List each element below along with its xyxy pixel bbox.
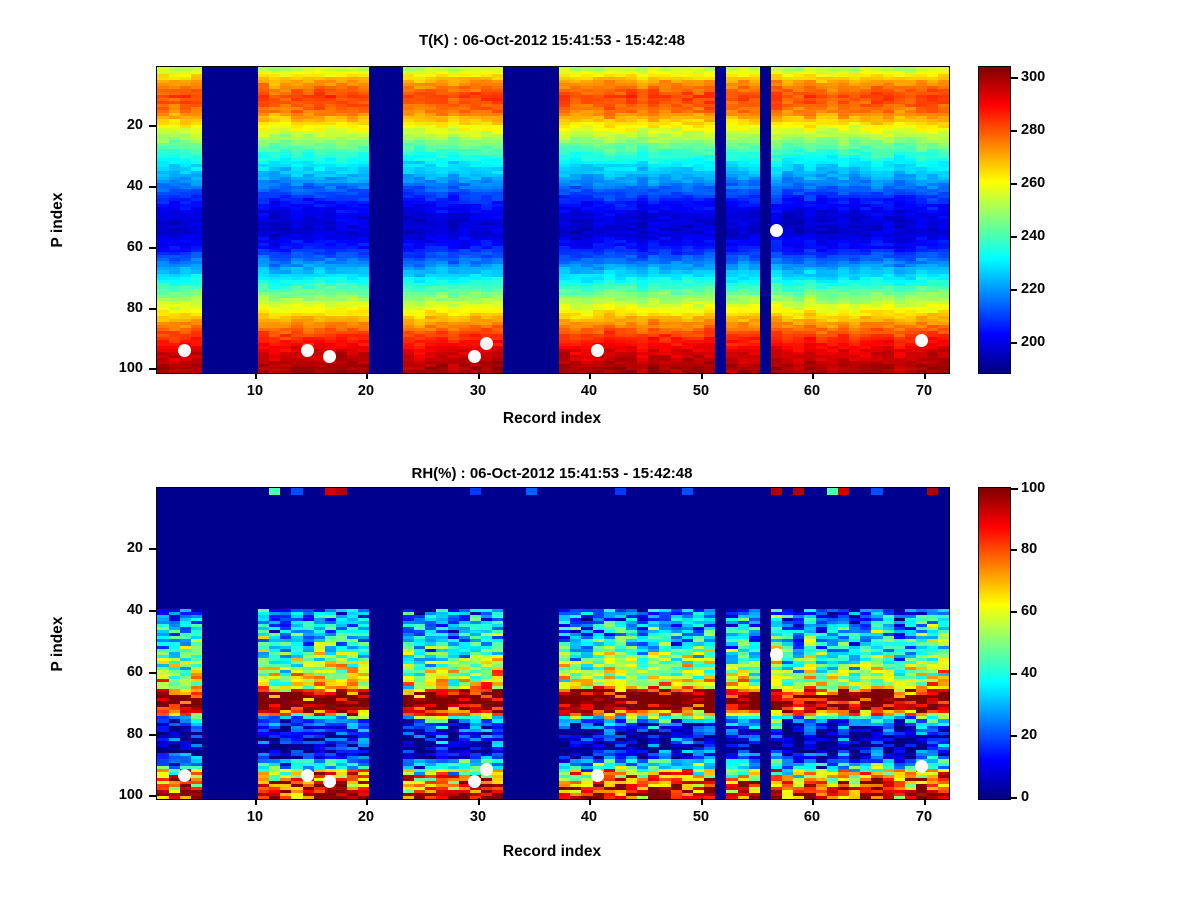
ytick-relative-humidity — [149, 610, 156, 612]
xtick-temperature — [366, 372, 368, 379]
colorbar-tick-temperature — [1011, 342, 1017, 344]
xtick-relative-humidity — [366, 798, 368, 805]
ytick-temperature — [149, 186, 156, 188]
colorbar-tick-relative-humidity — [1011, 797, 1017, 799]
xtick-temperature — [701, 372, 703, 379]
yticklabel-relative-humidity: 80 — [126, 726, 143, 742]
xticklabel-temperature: 70 — [915, 383, 933, 399]
xtick-temperature — [478, 372, 480, 379]
xtick-relative-humidity — [255, 798, 257, 805]
yticklabel-temperature: 60 — [126, 239, 143, 255]
colorbar-ticklabel-relative-humidity: 0 — [1021, 789, 1030, 805]
xticklabel-temperature: 60 — [803, 383, 821, 399]
colorbar-ticklabel-relative-humidity: 20 — [1021, 727, 1038, 743]
panel-title-temperature: T(K) : 06-Oct-2012 15:41:53 - 15:42:48 — [419, 32, 685, 49]
xticklabel-relative-humidity: 40 — [580, 809, 598, 825]
colorbar-tick-relative-humidity — [1011, 488, 1018, 490]
xtick-relative-humidity — [589, 798, 591, 805]
colorbar-ticklabel-temperature: 280 — [1021, 122, 1046, 138]
yaxis-label-relative-humidity: P index — [49, 616, 66, 672]
xticklabel-relative-humidity: 20 — [357, 809, 375, 825]
colorbar-ticklabel-temperature: 240 — [1021, 228, 1046, 244]
yticklabel-relative-humidity: 40 — [126, 602, 143, 618]
colorbar-tick-relative-humidity — [1011, 611, 1017, 613]
panel-title-relative-humidity: RH(%) : 06-Oct-2012 15:41:53 - 15:42:48 — [411, 465, 693, 482]
xtick-temperature — [924, 372, 926, 379]
colorbar-tick-relative-humidity — [1011, 673, 1017, 675]
yticklabel-relative-humidity: 60 — [126, 664, 143, 680]
yticklabel-relative-humidity: 100 — [118, 787, 143, 803]
yticklabel-relative-humidity: 20 — [126, 540, 143, 556]
xtick-relative-humidity — [701, 798, 703, 805]
ytick-temperature — [149, 247, 156, 249]
colorbar-tick-temperature — [1011, 289, 1017, 291]
xticklabel-relative-humidity: 10 — [246, 809, 264, 825]
colorbar-tick-temperature — [1011, 183, 1017, 185]
colorbar-ticklabel-relative-humidity: 40 — [1021, 665, 1038, 681]
ytick-relative-humidity — [149, 548, 156, 550]
yticklabel-temperature: 80 — [126, 300, 143, 316]
xtick-temperature — [812, 372, 814, 379]
colorbar-tick-temperature — [1011, 236, 1017, 238]
colorbar-tick-relative-humidity — [1011, 735, 1017, 737]
xaxis-label-temperature: Record index — [502, 410, 602, 427]
xtick-temperature — [589, 372, 591, 379]
xticklabel-relative-humidity: 60 — [803, 809, 821, 825]
xticklabel-temperature: 20 — [357, 383, 375, 399]
xticklabel-relative-humidity: 30 — [469, 809, 487, 825]
colorbar-ticklabel-temperature: 300 — [1021, 69, 1046, 85]
xticklabel-temperature: 10 — [246, 383, 264, 399]
colorbar-tick-relative-humidity — [1011, 549, 1017, 551]
yticklabel-temperature: 40 — [126, 178, 143, 194]
colorbar-ticklabel-relative-humidity: 80 — [1021, 541, 1038, 557]
panel-temperature: T(K) : 06-Oct-2012 15:41:53 - 15:42:48 1… — [0, 0, 1200, 440]
heatmap-relative-humidity[interactable] — [156, 487, 950, 800]
xticklabel-temperature: 40 — [580, 383, 598, 399]
colorbar-ticklabel-temperature: 260 — [1021, 175, 1046, 191]
xticklabel-temperature: 30 — [469, 383, 487, 399]
ytick-relative-humidity — [149, 672, 156, 674]
panel-relative-humidity: RH(%) : 06-Oct-2012 15:41:53 - 15:42:48 … — [0, 440, 1200, 900]
colorbar-ticklabel-relative-humidity: 60 — [1021, 603, 1038, 619]
ytick-temperature — [149, 368, 156, 370]
colorbar-tick-temperature — [1011, 130, 1017, 132]
yticklabel-temperature: 100 — [118, 360, 143, 376]
colorbar-ticklabel-temperature: 220 — [1021, 281, 1046, 297]
xtick-temperature — [255, 372, 257, 379]
xaxis-label-relative-humidity: Record index — [502, 843, 602, 860]
yaxis-label-temperature: P index — [49, 192, 66, 248]
ytick-relative-humidity — [149, 795, 156, 797]
colorbar-temperature[interactable] — [978, 66, 1011, 374]
ytick-relative-humidity — [149, 734, 156, 736]
colorbar-tick-temperature — [1011, 77, 1018, 79]
heatmap-temperature[interactable] — [156, 66, 950, 374]
ytick-temperature — [149, 125, 156, 127]
colorbar-relative-humidity[interactable] — [978, 487, 1011, 800]
xticklabel-relative-humidity: 70 — [915, 809, 933, 825]
xtick-relative-humidity — [478, 798, 480, 805]
xticklabel-relative-humidity: 50 — [692, 809, 710, 825]
colorbar-ticklabel-relative-humidity: 100 — [1021, 480, 1046, 496]
ytick-temperature — [149, 308, 156, 310]
xticklabel-temperature: 50 — [692, 383, 710, 399]
yticklabel-temperature: 20 — [126, 117, 143, 133]
xtick-relative-humidity — [812, 798, 814, 805]
xtick-relative-humidity — [924, 798, 926, 805]
colorbar-ticklabel-temperature: 200 — [1021, 334, 1046, 350]
